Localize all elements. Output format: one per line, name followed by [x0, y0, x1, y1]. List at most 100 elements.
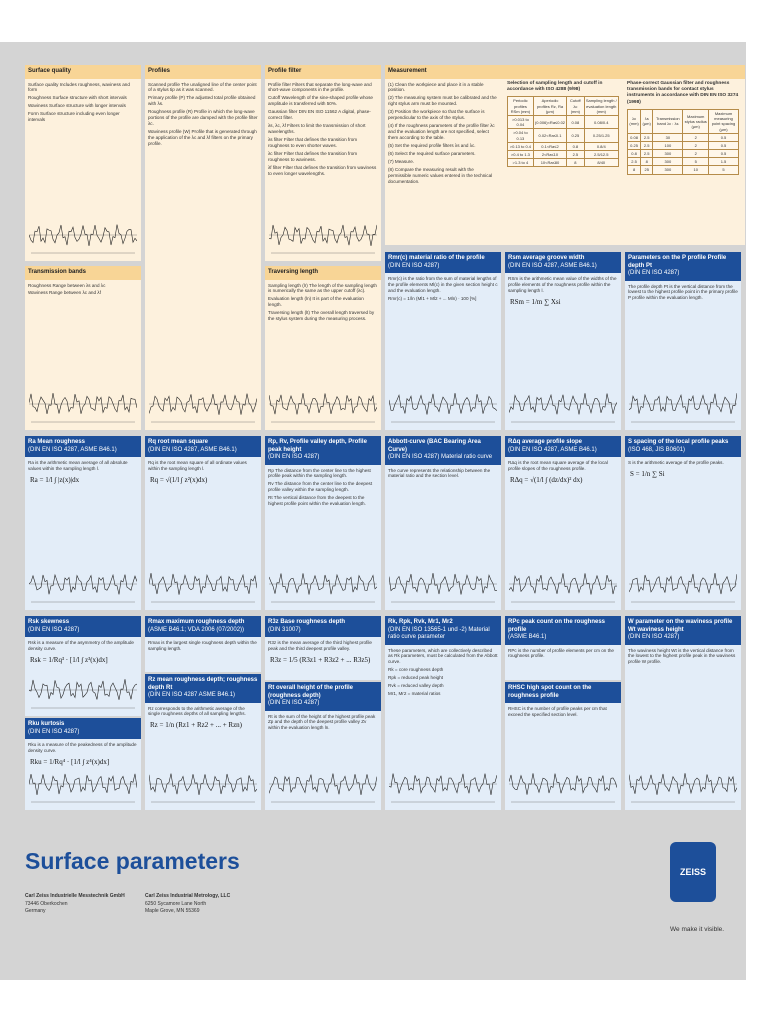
header-cell: λs (µm) [640, 108, 654, 134]
text-line: The profile depth Pt is the vertical dis… [628, 283, 738, 301]
panel-header: S spacing of the local profile peaks (ISO… [625, 436, 741, 457]
panel: Abbott-curve (BAC Bearing Area Curve) (DI… [385, 436, 501, 610]
table-cell: 0.5 [707, 132, 740, 142]
address: Carl Zeiss Industrielle Messtechnik GmbH… [25, 893, 125, 916]
table-row: >1.3 to 4 10<Ra≤80 8 8/40 [507, 158, 620, 168]
poster: Surface quality Surface quality Includes … [0, 42, 746, 980]
panel: Rmax maximum roughness depth (ASME B46.1;… [145, 616, 261, 672]
text-line: λc filter Filter that defines the transi… [268, 151, 358, 163]
table-cell: 0.8 [566, 141, 585, 151]
panel-header: Profiles [145, 65, 261, 79]
panel-subtitle: (DIN EN ISO 4287, ASME B46.1) [508, 446, 597, 453]
panel-body: RΔq is the root mean square average of t… [505, 457, 621, 492]
panel-body: (1) Clean the workpiece and place it in … [385, 79, 501, 191]
panel: Rmr(c) material ratio of the profile (DIN… [385, 252, 501, 430]
table-cell: 0.5 [707, 149, 740, 159]
panel-header: Rmax maximum roughness depth (ASME B46.1;… [145, 616, 261, 637]
text-line: λf filter Filter that defines the transi… [268, 165, 377, 177]
table-row: >0.13 to 0.4 0.1<Ra≤2 0.8 0.8/4 [507, 141, 620, 151]
profile-graphic [269, 224, 377, 254]
table-row: >0.04 to 0.13 0.02<Ra≤0.1 0.25 0.25/1.25 [507, 128, 620, 143]
text-line: Rv The distance from the center line to … [268, 481, 373, 493]
table-row: 0.08 2.5 30 2 0.5 [626, 132, 740, 142]
panel-subtitle: (DIN EN ISO 4287) [28, 728, 80, 735]
panel-body: RSm is the arithmetic mean value of the … [505, 273, 621, 314]
table-cell: 5 [707, 165, 740, 175]
table-cell: 0.5 [707, 140, 740, 151]
text-line: (5) Set the required profile filters λs … [388, 143, 476, 149]
profile-graphic [629, 573, 737, 603]
table-cell: >1.3 to 4 [507, 158, 534, 168]
table-header-row: λc (mm) λs (µm) Transmission band λc : λs M… [626, 108, 740, 134]
header-cell: Maximum measuring point spacing (µm) [707, 108, 740, 134]
text-line: Roughness Range between λs and λc [28, 282, 106, 288]
panel-header: Rq root mean square (DIN EN ISO 4287, ASM… [145, 436, 261, 457]
profile-graphic [269, 393, 377, 423]
table-cell: 0.1<Ra≤2 [532, 141, 568, 151]
profile-graphic [149, 573, 257, 603]
profile-graphic [29, 773, 137, 803]
panel-header: Measurement [385, 65, 745, 79]
panel-body: Rz corresponds to the arithmetic average… [145, 703, 261, 738]
table-cell: 100 [652, 140, 684, 151]
text-line: Waviness profile (W) Profile that is gen… [148, 129, 257, 147]
logo: ZEISS [670, 842, 716, 902]
table-cell: 1.5 [707, 157, 740, 167]
table-row: 0.8 2.5 300 2 0.5 [626, 149, 740, 159]
panel-header: R3z Base roughness depth (DIN 31007) [265, 616, 381, 637]
panel: R3z Base roughness depth (DIN 31007) R3z i… [265, 616, 381, 680]
text-line: The curve represents the relationship be… [388, 467, 491, 479]
table-cell: 2.5/12.5 [583, 149, 620, 160]
text-line: Cutoff Wavelength of the sine-shaped pro… [268, 95, 373, 107]
formula: Rz = 1/n (Rz1 + Rz2 + ... + Rzn) [150, 721, 243, 730]
table-cell: 2.5 [626, 157, 642, 167]
panel-subtitle: (DIN EN ISO 4287) Material ratio curve [388, 454, 493, 460]
panel: S spacing of the local profile peaks (ISO… [625, 436, 741, 610]
address: Carl Zeiss Industrial Metrology, LLC 6250… [145, 893, 230, 916]
panel-body: S is the arithmetic average of the profi… [625, 457, 741, 486]
text-line: Mr1, Mr2 = material ratios [388, 691, 441, 697]
text-line: Rpk = reduced peak height [388, 675, 444, 681]
text-line: Rku is a measure of the peakedness of th… [28, 742, 137, 753]
panel: Surface quality Surface quality Includes … [25, 65, 141, 261]
poster-title: Surface parameters [25, 848, 240, 874]
profile-graphic [509, 393, 617, 423]
panel-subtitle: (DIN EN ISO 4287) [28, 626, 80, 633]
formula: S = 1/n ∑ Si [630, 469, 665, 478]
table-cell: >0.13 to 0.4 [507, 141, 534, 151]
panel: Rsm average groove width (DIN EN ISO 4287… [505, 252, 621, 430]
text-line: R3z is the mean average of the third hig… [268, 640, 372, 651]
text-line: (3) Position the workpiece so that the s… [388, 109, 485, 121]
panel: Rku kurtosis (DIN EN ISO 4287) Rku is a me… [25, 718, 141, 810]
text-line: Rvk = reduced valley depth [388, 683, 444, 689]
panel-title: W parameter on the waviness profile Wt w… [628, 619, 733, 633]
panel-title: Surface quality [28, 68, 72, 74]
panel-header: RΔq average profile slope (DIN EN ISO 428… [505, 436, 621, 457]
panel-subtitle: (ISO 468, JIS B0601) [628, 446, 686, 453]
text-line: Rk = core roughness depth [388, 667, 444, 673]
text-line: Rt The vertical distance from the deepes… [268, 495, 366, 507]
panel-header: Rk, Rpk, Rvk, Mr1, Mr2 (DIN EN ISO 13565-… [385, 616, 501, 645]
text-line: Sampling length (lr) The length of the s… [268, 282, 377, 294]
panel: W parameter on the waviness profile Wt w… [625, 616, 741, 810]
address-line: Carl Zeiss Industrial Metrology, LLC [145, 893, 231, 899]
table-block: Phase-correct Gaussian filter and roughn… [626, 81, 740, 175]
panel: Rp, Rv, Profile valley depth, Profile pe… [265, 436, 381, 610]
profile-graphic [149, 773, 257, 803]
table-cell: 0.25 [566, 128, 585, 143]
profile-graphic [389, 573, 497, 603]
table-cell: 10<Ra≤80 [532, 158, 568, 168]
table-cell: 5 [682, 157, 709, 167]
panel-header: Rmr(c) material ratio of the profile (DIN… [385, 252, 501, 273]
header-cell: Cutoff λc (mm) [566, 96, 585, 117]
panel-header: Rsk skewness (DIN EN ISO 4287) [25, 616, 141, 637]
text-line: Scanned profile The unaligned line of th… [148, 81, 257, 93]
panel-header: Rp, Rv, Profile valley depth, Profile pe… [265, 436, 381, 465]
table-row: >0.4 to 1.3 2<Ra≤10 2.5 2.5/12.5 [507, 149, 620, 160]
panel-title: Abbott-curve (BAC Bearing Area Curve) [388, 439, 481, 453]
panel-header: Rku kurtosis (DIN EN ISO 4287) [25, 718, 141, 739]
table-cell: 2 [682, 140, 709, 151]
panel-title: Profile filter [268, 68, 302, 74]
panel-body: Rt is the sum of the height of the highe… [265, 711, 381, 737]
header-cell: Transmission band λc : λs [652, 108, 684, 134]
